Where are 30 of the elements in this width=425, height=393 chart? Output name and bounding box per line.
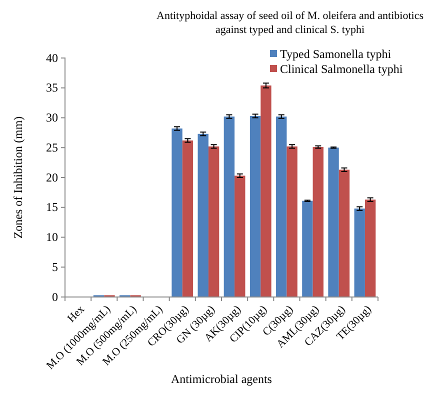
bar xyxy=(354,208,365,297)
y-tick-label: 25 xyxy=(46,140,58,154)
bar xyxy=(328,148,339,297)
bar xyxy=(182,140,194,297)
y-tick-label: 20 xyxy=(46,170,58,184)
bar xyxy=(302,200,313,297)
y-tick-label: 30 xyxy=(46,110,58,125)
y-tick-label: 15 xyxy=(46,200,58,214)
bar xyxy=(338,170,350,297)
chart-title: Antityphoidal assay of seed oil of M. oleifera and antibiotics against typed and clinical S. typhi xyxy=(156,10,424,36)
legend-label: Typed Samonella typhi xyxy=(280,47,392,62)
bar xyxy=(198,134,208,297)
bar xyxy=(276,116,287,297)
bar xyxy=(250,116,261,297)
bar xyxy=(172,128,182,297)
y-tick-label: 0 xyxy=(52,290,58,304)
bar xyxy=(208,146,220,297)
bar xyxy=(364,200,376,297)
bar xyxy=(234,176,246,297)
y-tick-label: 5 xyxy=(52,260,58,274)
bar xyxy=(260,85,272,297)
x-axis-title: Antimicrobial agents xyxy=(171,372,272,386)
y-tick-label: 35 xyxy=(46,80,58,95)
y-tick-label: 40 xyxy=(46,50,58,65)
legend-label: Clinical Salmonella typhi xyxy=(280,62,404,76)
y-tick-label: 10 xyxy=(46,230,58,244)
y-axis-title: Zones of Inhibition (mm) xyxy=(11,116,25,239)
bar xyxy=(312,147,324,297)
bar xyxy=(224,116,235,297)
bar xyxy=(286,146,298,297)
